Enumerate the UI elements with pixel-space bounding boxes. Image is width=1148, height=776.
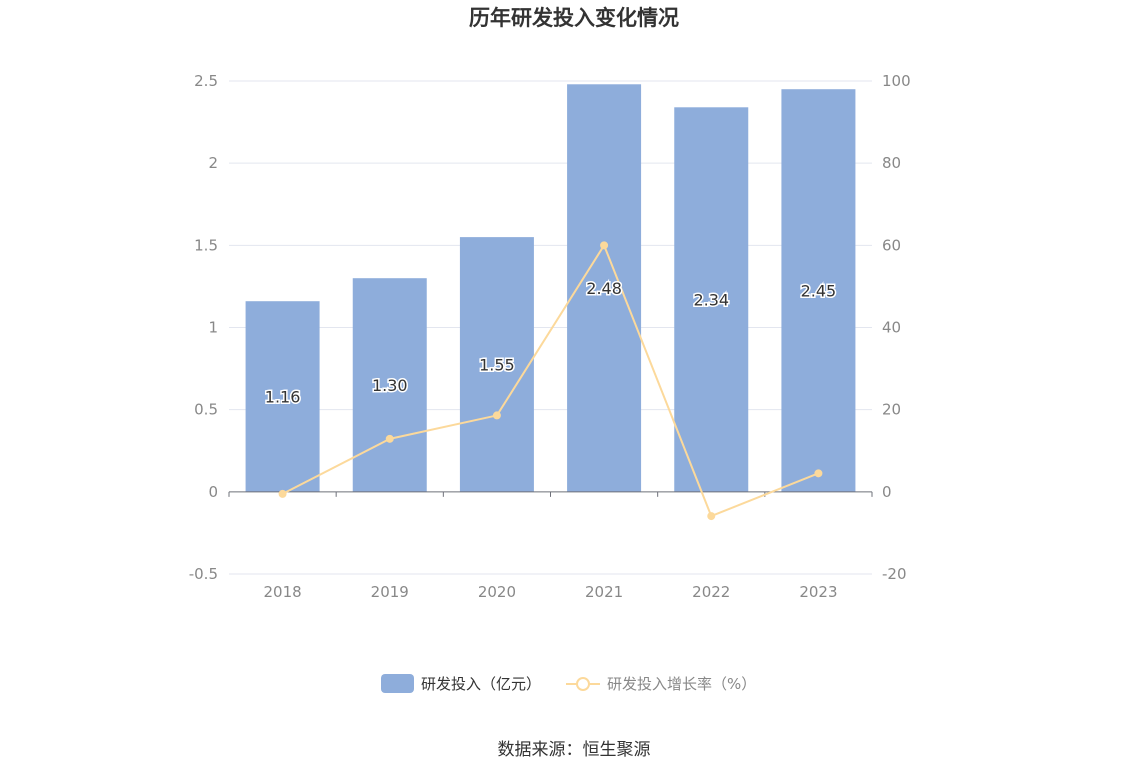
- bar-data-label: 1.30: [372, 376, 408, 395]
- bar-series: [245, 84, 856, 492]
- left-axis-tick-label: -0.5: [189, 565, 218, 583]
- line-point: [814, 469, 823, 478]
- grid-lines: [229, 80, 872, 575]
- legend-bar-swatch[interactable]: [381, 674, 414, 693]
- legend: 研发投入（亿元） 研发投入增长率（%）: [381, 674, 756, 693]
- left-axis-tick-label: 2: [208, 154, 218, 172]
- right-axis-tick-label: 60: [882, 236, 901, 254]
- bar: [567, 84, 642, 492]
- right-axis-tick-label: -20: [882, 565, 907, 583]
- x-axis-tick-label: 2021: [585, 583, 623, 601]
- legend-bar-label[interactable]: 研发投入（亿元）: [421, 675, 541, 693]
- bar: [245, 301, 320, 492]
- bar-data-label: 2.34: [693, 291, 729, 310]
- bar-data-label: 1.16: [265, 388, 301, 407]
- source-note: 数据来源：恒生聚源: [498, 740, 651, 760]
- x-axis-tick-label: 2019: [371, 583, 409, 601]
- bar: [674, 107, 749, 492]
- legend-line-label[interactable]: 研发投入增长率（%）: [607, 675, 756, 693]
- bar-data-labels: 1.16 1.30 1.55 2.48 2.34 2.45: [263, 278, 837, 408]
- line-point: [600, 241, 609, 250]
- left-axis-tick-label: 1: [208, 319, 218, 337]
- right-axis: -20 0 20 40 60 80 100: [882, 72, 911, 583]
- left-axis-tick-label: 1.5: [194, 236, 218, 254]
- x-axis-ticks: 2018 2019 2020 2021 2022 2023: [263, 583, 837, 601]
- left-axis: -0.5 0 0.5 1 1.5 2 2.5: [189, 72, 218, 583]
- line-point: [492, 411, 501, 420]
- right-axis-tick-label: 0: [882, 483, 892, 501]
- x-axis-tick-label: 2022: [692, 583, 730, 601]
- series-line: [282, 243, 819, 518]
- right-axis-tick-label: 80: [882, 154, 901, 172]
- line-series: [278, 241, 823, 521]
- chart-title: 历年研发投入变化情况: [469, 6, 679, 30]
- x-axis-tick-label: 2018: [263, 583, 301, 601]
- left-axis-tick-label: 0.5: [194, 401, 218, 419]
- right-axis-tick-label: 40: [882, 319, 901, 337]
- x-axis: [228, 491, 873, 497]
- left-axis-tick-label: 0: [208, 483, 218, 501]
- left-axis-tick-label: 2.5: [194, 72, 218, 90]
- right-axis-tick-label: 20: [882, 401, 901, 419]
- line-point: [385, 434, 394, 443]
- bar: [352, 278, 427, 492]
- bar-data-label: 2.48: [586, 279, 622, 298]
- line-point: [278, 489, 287, 498]
- x-axis-tick-label: 2020: [478, 583, 516, 601]
- bar: [459, 237, 534, 492]
- x-axis-tick-label: 2023: [799, 583, 837, 601]
- bar-data-label: 1.55: [479, 355, 515, 374]
- line-point: [707, 512, 716, 521]
- legend-line-marker[interactable]: [576, 677, 590, 691]
- bar-data-label: 2.45: [801, 282, 837, 301]
- bar: [781, 89, 856, 492]
- right-axis-tick-label: 100: [882, 72, 911, 90]
